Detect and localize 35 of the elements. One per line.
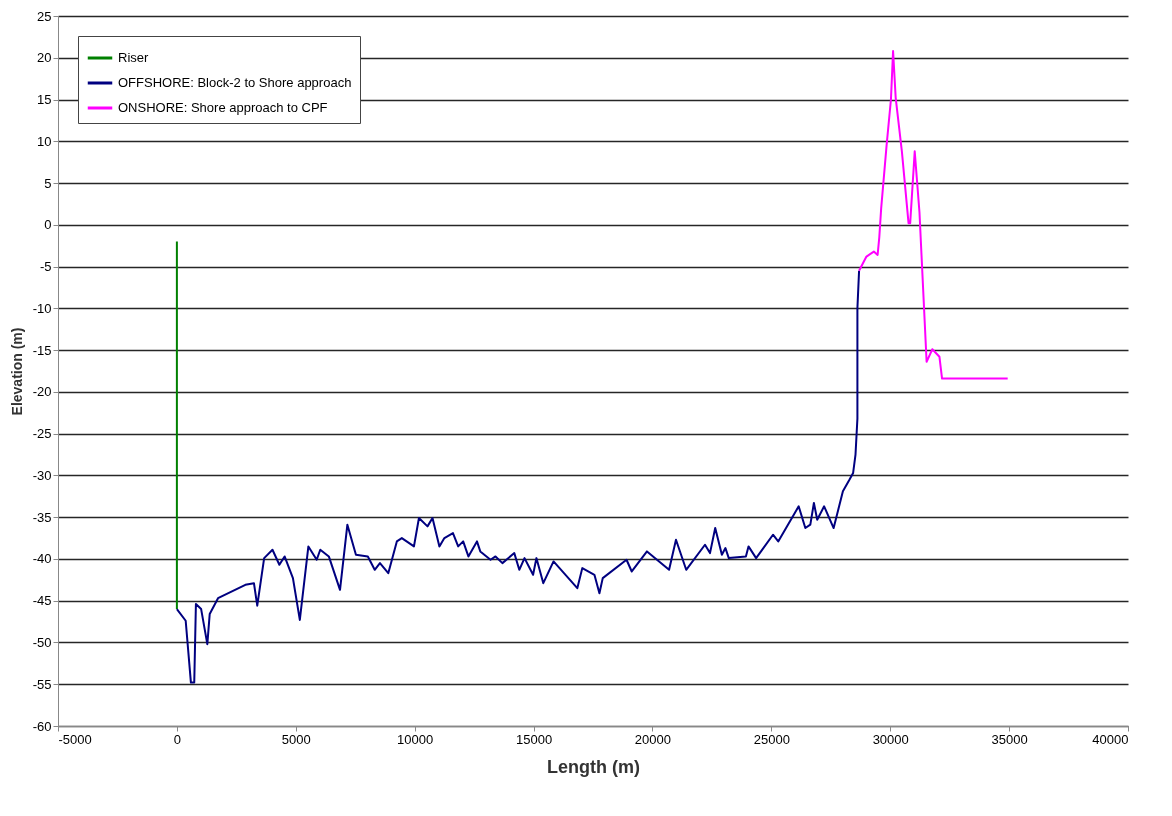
x-tick-label: 35000 bbox=[991, 731, 1028, 747]
x-tick-label: 5000 bbox=[281, 731, 311, 747]
y-tick-label: -15 bbox=[32, 342, 52, 358]
y-tick-label: -10 bbox=[32, 300, 52, 316]
y-tick-label: -5 bbox=[39, 259, 52, 275]
y-tick-label: -45 bbox=[32, 593, 52, 609]
line-series bbox=[858, 50, 1009, 380]
y-axis-title: Elevation (m) bbox=[8, 327, 25, 416]
y-tick-label: -55 bbox=[32, 676, 52, 692]
x-tick-label: 40000 bbox=[1092, 731, 1129, 747]
x-tick-label: 0 bbox=[173, 731, 182, 747]
x-tick-label: 15000 bbox=[515, 731, 553, 747]
legend-label: OFFSHORE: Block-2 to Shore approach bbox=[118, 75, 352, 90]
y-tick-label: -60 bbox=[32, 718, 52, 734]
x-axis-title: Length (m) bbox=[547, 756, 640, 777]
y-tick-label: -50 bbox=[32, 634, 52, 650]
legend-label: Riser bbox=[118, 50, 150, 65]
line-series bbox=[175, 269, 861, 684]
x-tick-label: 30000 bbox=[872, 731, 909, 747]
legend-label: ONSHORE: Shore approach to CPF bbox=[118, 100, 328, 115]
y-tick-label: -40 bbox=[32, 551, 52, 567]
x-tick-label: 20000 bbox=[634, 731, 672, 747]
y-tick-label: 25 bbox=[37, 8, 52, 24]
x-tick-label: 10000 bbox=[397, 731, 434, 747]
y-tick-label: -20 bbox=[32, 384, 52, 400]
y-tick-label: 0 bbox=[44, 217, 52, 233]
x-tick-label: -5000 bbox=[58, 731, 92, 747]
y-tick-label: 15 bbox=[37, 92, 52, 108]
y-tick-label: -30 bbox=[32, 467, 52, 483]
x-tick-label: 25000 bbox=[753, 731, 790, 747]
y-tick-label: -35 bbox=[32, 509, 52, 525]
y-tick-label: 20 bbox=[37, 50, 52, 66]
y-tick-label: 10 bbox=[37, 133, 52, 149]
y-tick-label: 5 bbox=[44, 175, 52, 191]
y-tick-label: -25 bbox=[32, 426, 52, 442]
